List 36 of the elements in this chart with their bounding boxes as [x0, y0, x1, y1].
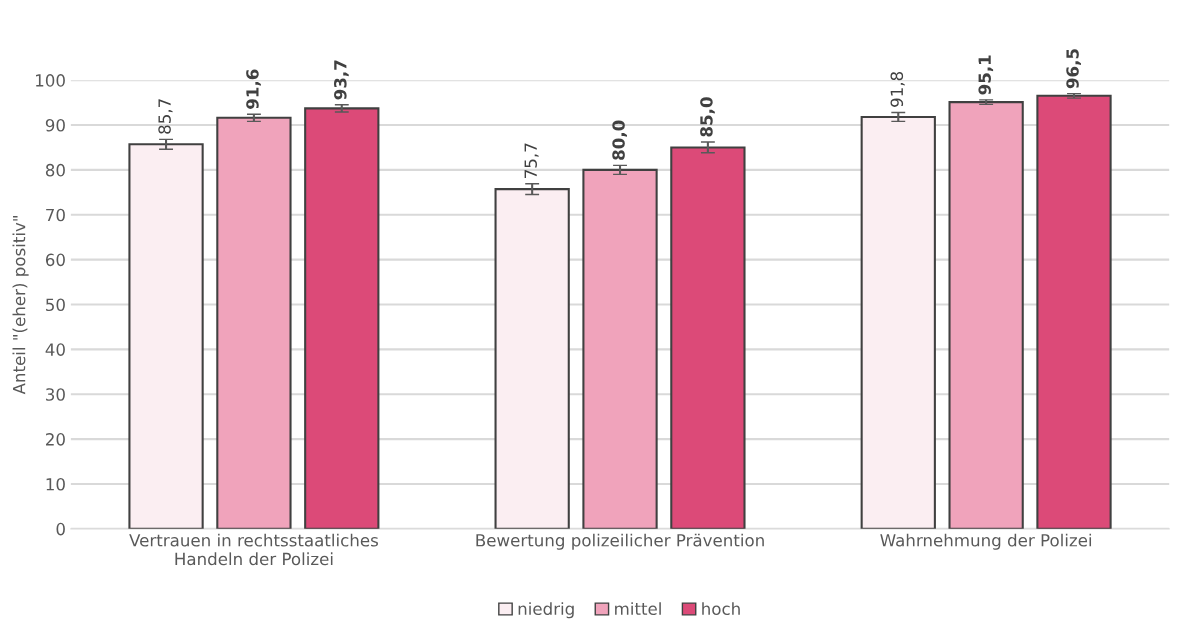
data-label: 85,0: [700, 97, 715, 137]
bar: [582, 168, 658, 529]
y-axis-title: Anteil "(eher) positiv": [12, 216, 29, 395]
legend-label: niedrig: [518, 602, 574, 619]
y-tick-label: 0: [56, 522, 65, 536]
bar: [860, 115, 936, 529]
y-tick-label: 50: [46, 298, 65, 312]
bar: [948, 101, 1024, 529]
data-label: 75,7: [524, 143, 539, 178]
y-tick-label: 40: [45, 343, 65, 356]
y-tick-label: 80: [45, 163, 65, 177]
x-tick-label: Bewertung polizeilicher Prävention: [476, 533, 764, 550]
bar: [128, 143, 204, 529]
y-tick-label: 10: [46, 477, 65, 491]
bar: [216, 116, 292, 529]
x-tick-label: Vertrauen in rechtsstaatliches Handeln der Polizei: [129, 533, 378, 566]
bar: [1036, 94, 1112, 529]
data-label: 93,7: [334, 60, 349, 100]
bar: [304, 107, 380, 529]
bar: [494, 188, 570, 529]
y-tick-label: 60: [45, 253, 65, 267]
y-tick-label: 20: [46, 433, 65, 446]
y-tick-label: 70: [46, 208, 65, 222]
legend-label: mittel: [615, 602, 661, 616]
data-label: 91,6: [246, 69, 261, 109]
data-label: 85,7: [158, 99, 173, 134]
data-label: 91,8: [890, 71, 905, 107]
y-tick-label: 100: [36, 74, 65, 87]
data-label: 80,0: [612, 120, 627, 160]
data-label: 96,5: [1066, 49, 1081, 89]
data-label: 95,1: [978, 55, 994, 95]
y-tick-label: 90: [45, 118, 65, 132]
bar: [670, 146, 746, 529]
x-tick-label: Wahrnehmung der Polizei: [880, 533, 1092, 550]
y-tick-label: 30: [46, 388, 65, 401]
legend-label: hoch: [702, 602, 740, 616]
